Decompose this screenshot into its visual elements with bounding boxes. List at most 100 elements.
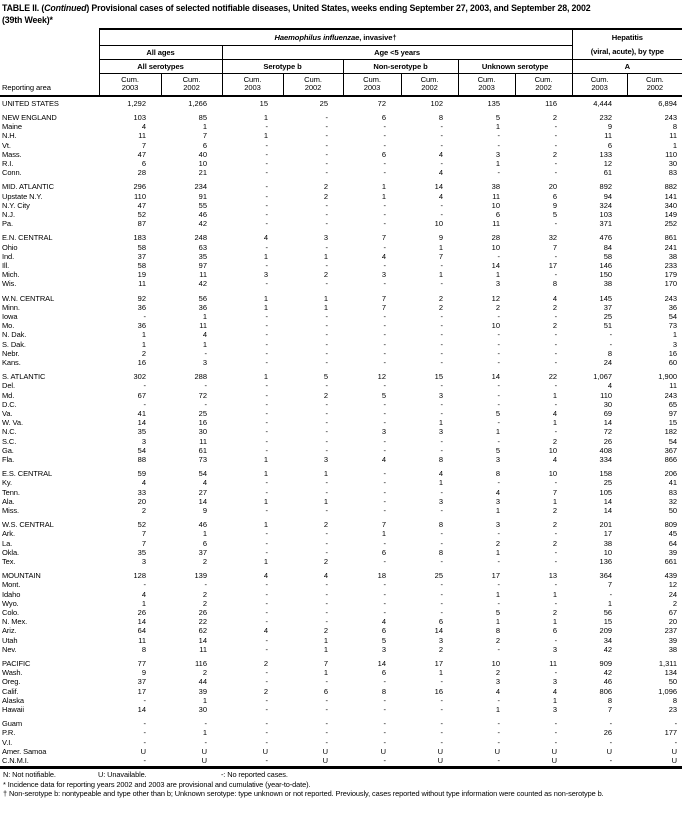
- value-cell: 37: [198, 547, 207, 557]
- value-cell: 1: [438, 270, 443, 280]
- value-cell: 2: [495, 538, 500, 548]
- value-cell: -: [265, 728, 269, 738]
- value-cell: -: [265, 418, 269, 428]
- value-cell: -: [497, 529, 501, 539]
- value-cell: 1: [381, 182, 386, 192]
- value-cell: 14: [603, 506, 613, 516]
- value-cell: 7: [141, 538, 146, 548]
- value-cell: -: [609, 756, 613, 766]
- value-cell: 87: [137, 219, 146, 229]
- value-cell: -: [325, 399, 329, 409]
- value-cell: 27: [198, 487, 207, 497]
- value-cell: 1: [552, 695, 558, 705]
- value-cell: -: [265, 719, 269, 729]
- value-cell: 103: [599, 209, 613, 219]
- value-cell: 3: [381, 644, 386, 654]
- value-cell: -: [265, 381, 269, 391]
- reporting-area-label: Okla.: [2, 547, 20, 557]
- value-cell: -: [497, 168, 501, 178]
- value-cell: -: [497, 348, 501, 358]
- cum-label: Cum.: [534, 74, 553, 84]
- value-cell: 4: [438, 168, 443, 178]
- value-cell: 23: [668, 705, 678, 715]
- value-cell: 1: [263, 372, 268, 382]
- reporting-area-label: S. Dak.: [2, 339, 26, 349]
- value-cell: -: [325, 737, 329, 747]
- value-cell: 296: [133, 182, 146, 192]
- value-cell: -: [440, 408, 444, 418]
- value-cell: 116: [545, 98, 558, 108]
- value-cell: -: [325, 445, 329, 455]
- cum-column-header: Cum. 2003: [342, 73, 401, 97]
- value-cell: -: [440, 487, 444, 497]
- value-cell: -: [325, 200, 329, 210]
- value-cell: 26: [603, 728, 613, 738]
- value-cell: 1: [202, 122, 207, 132]
- table-row: Ill. 58 97 - - - - 14 17 146 233: [0, 261, 682, 270]
- value-cell: -: [440, 200, 444, 210]
- value-cell: 94: [603, 191, 613, 201]
- value-cell: 1: [607, 598, 613, 608]
- value-cell: -: [554, 168, 558, 178]
- value-cell: 10: [548, 445, 558, 455]
- value-cell: 103: [133, 112, 146, 122]
- value-cell: 38: [491, 182, 500, 192]
- value-cell: -: [383, 279, 387, 289]
- value-cell: 21: [198, 168, 207, 178]
- value-cell: -: [383, 705, 387, 715]
- value-cell: 36: [137, 321, 146, 331]
- value-cell: 1: [202, 728, 207, 738]
- value-cell: 39: [668, 547, 678, 557]
- value-cell: 134: [664, 668, 678, 678]
- value-cell: 141: [664, 191, 678, 201]
- value-cell: 232: [599, 112, 613, 122]
- table-row: MOUNTAIN 128 139 4 4 18 25 17 13 364 439: [0, 571, 682, 580]
- table-row: Md. 67 72 - 2 5 3 - 1 110 243: [0, 391, 682, 400]
- value-cell: 136: [599, 557, 613, 567]
- value-cell: 4: [263, 233, 268, 243]
- value-cell: 24: [603, 357, 613, 367]
- value-cell: 17: [548, 260, 558, 270]
- value-cell: 3: [552, 705, 558, 715]
- value-cell: -: [143, 695, 147, 705]
- value-cell: -: [265, 427, 269, 437]
- table-row: PACIFIC 77 116 2 7 14 17 10 11 909 1,311: [0, 659, 682, 668]
- value-cell: -: [554, 140, 558, 150]
- reporting-area-label: Tenn.: [2, 487, 20, 497]
- cum-column-header: Cum. 2002: [626, 73, 682, 97]
- value-cell: -: [265, 737, 269, 747]
- table-row: Fla. 88 73 1 3 4 8 3 4 334 866: [0, 455, 682, 464]
- value-cell: 5: [495, 112, 500, 122]
- value-cell: 54: [198, 469, 207, 479]
- header-haemophilus-group: Haemophilus influenzae, invasive†: [98, 28, 573, 46]
- value-cell: 4: [552, 293, 558, 303]
- value-cell: 14: [434, 182, 443, 192]
- value-cell: 3: [141, 436, 146, 446]
- value-cell: 4: [202, 330, 207, 340]
- value-cell: -: [325, 728, 329, 738]
- value-cell: 1: [495, 705, 500, 715]
- value-cell: -: [440, 719, 444, 729]
- reporting-area-label: W.N. CENTRAL: [2, 293, 55, 303]
- reporting-area-label: Mass.: [2, 149, 22, 159]
- value-cell: 4: [552, 455, 558, 464]
- value-cell: 10: [548, 469, 558, 479]
- value-cell: 16: [198, 418, 207, 428]
- value-cell: 110: [134, 191, 146, 201]
- value-cell: 1: [263, 455, 268, 464]
- value-cell: -: [143, 756, 147, 766]
- value-cell: -: [554, 381, 558, 391]
- value-cell: U: [437, 746, 443, 756]
- value-cell: 3: [381, 427, 386, 437]
- value-cell: 85: [198, 112, 207, 122]
- value-cell: 8: [672, 695, 678, 705]
- value-cell: 2: [323, 191, 328, 201]
- value-cell: 10: [603, 547, 613, 557]
- cum-label: Cum.: [645, 74, 664, 84]
- value-cell: 6: [381, 547, 386, 557]
- reporting-area-label: MOUNTAIN: [2, 571, 41, 581]
- value-cell: -: [265, 589, 269, 599]
- value-cell: 33: [137, 487, 146, 497]
- reporting-area-label: Oreg.: [2, 677, 21, 687]
- reporting-area-label: E.S. CENTRAL: [2, 469, 53, 479]
